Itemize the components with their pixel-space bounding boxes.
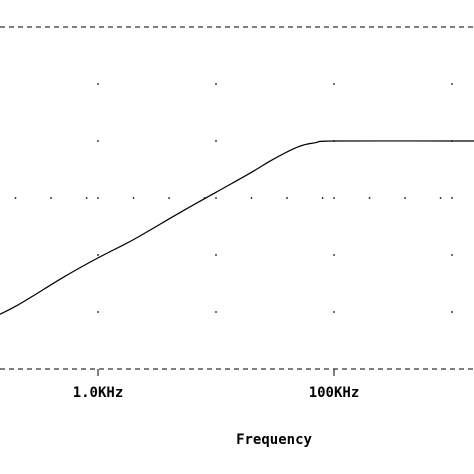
grid-dot — [333, 311, 335, 313]
grid-dot — [215, 254, 217, 256]
grid-dot — [321, 197, 324, 199]
grid-dot — [85, 197, 88, 199]
grid-dot — [50, 197, 52, 199]
grid-dot — [286, 197, 288, 199]
grid-dot — [215, 311, 217, 313]
grid-dot — [132, 197, 135, 199]
grid-dot — [250, 197, 253, 199]
grid-dot — [168, 197, 170, 199]
grid-dot — [404, 197, 406, 199]
grid-dot — [368, 197, 371, 199]
grid-dot — [215, 83, 217, 85]
grid-dot — [451, 197, 453, 199]
grid-dot — [333, 254, 335, 256]
grid-dot — [451, 311, 453, 313]
grid-dot — [97, 311, 99, 313]
grid-dot — [333, 83, 335, 85]
grid-dot — [14, 197, 17, 199]
grid-dot — [333, 197, 335, 199]
series-line — [0, 140, 474, 315]
grid-dot — [97, 140, 99, 142]
x-axis-tick-labels: 1.0KHz 100KHz — [73, 385, 360, 401]
x-axis-title: Frequency — [236, 432, 312, 448]
grid-dot — [97, 197, 99, 199]
grid — [14, 83, 453, 313]
grid-dot — [215, 197, 217, 199]
grid-dot — [451, 83, 453, 85]
grid-dot — [97, 83, 99, 85]
grid-dot — [97, 254, 99, 256]
x-axis-ticks — [97, 369, 335, 376]
x-tick-label: 100KHz — [309, 385, 360, 401]
grid-dot — [439, 197, 442, 199]
grid-dot — [215, 140, 217, 142]
grid-dot — [451, 254, 453, 256]
x-tick-label: 1.0KHz — [73, 385, 124, 401]
